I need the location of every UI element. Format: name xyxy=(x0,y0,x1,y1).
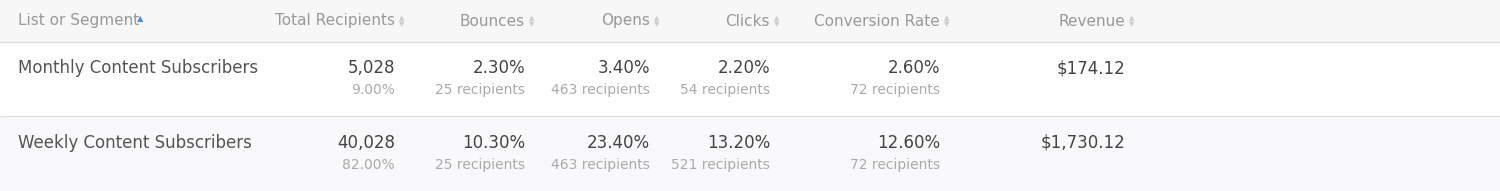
Text: Bounces: Bounces xyxy=(460,14,525,28)
Text: Monthly Content Subscribers: Monthly Content Subscribers xyxy=(18,59,258,77)
Text: 10.30%: 10.30% xyxy=(462,134,525,152)
Text: ▲: ▲ xyxy=(136,15,144,23)
Text: ▲: ▲ xyxy=(944,15,950,21)
Text: 25 recipients: 25 recipients xyxy=(435,83,525,97)
Text: ▼: ▼ xyxy=(774,21,780,27)
Text: Total Recipients: Total Recipients xyxy=(274,14,394,28)
Text: 2.60%: 2.60% xyxy=(888,59,940,77)
Text: 25 recipients: 25 recipients xyxy=(435,158,525,172)
Text: 463 recipients: 463 recipients xyxy=(550,83,650,97)
Text: List or Segment: List or Segment xyxy=(18,14,140,28)
Text: 463 recipients: 463 recipients xyxy=(550,158,650,172)
Text: Clicks: Clicks xyxy=(726,14,770,28)
Text: Conversion Rate: Conversion Rate xyxy=(815,14,940,28)
Text: 13.20%: 13.20% xyxy=(706,134,770,152)
Text: ▼: ▼ xyxy=(530,21,534,27)
Text: ▼: ▼ xyxy=(399,21,405,27)
Text: 82.00%: 82.00% xyxy=(342,158,394,172)
Text: ▲: ▲ xyxy=(399,15,405,21)
Text: Revenue: Revenue xyxy=(1059,14,1125,28)
Text: ▼: ▼ xyxy=(944,21,950,27)
Text: 54 recipients: 54 recipients xyxy=(680,83,770,97)
Text: 72 recipients: 72 recipients xyxy=(850,158,940,172)
Text: ▼: ▼ xyxy=(1130,21,1134,27)
Text: ▲: ▲ xyxy=(654,15,660,21)
Text: $174.12: $174.12 xyxy=(1056,59,1125,77)
Text: 521 recipients: 521 recipients xyxy=(670,158,770,172)
Text: ▲: ▲ xyxy=(774,15,780,21)
Text: 2.20%: 2.20% xyxy=(717,59,770,77)
Text: ▲: ▲ xyxy=(530,15,534,21)
Text: 2.30%: 2.30% xyxy=(472,59,525,77)
Text: ▲: ▲ xyxy=(1130,15,1134,21)
Text: 3.40%: 3.40% xyxy=(597,59,650,77)
Text: 40,028: 40,028 xyxy=(338,134,394,152)
Text: 23.40%: 23.40% xyxy=(586,134,650,152)
Text: 9.00%: 9.00% xyxy=(351,83,394,97)
Text: 72 recipients: 72 recipients xyxy=(850,83,940,97)
Text: 5,028: 5,028 xyxy=(348,59,394,77)
Text: ▼: ▼ xyxy=(654,21,660,27)
Text: $1,730.12: $1,730.12 xyxy=(1041,134,1125,152)
Text: Weekly Content Subscribers: Weekly Content Subscribers xyxy=(18,134,252,152)
Text: 12.60%: 12.60% xyxy=(878,134,940,152)
Text: Opens: Opens xyxy=(602,14,650,28)
